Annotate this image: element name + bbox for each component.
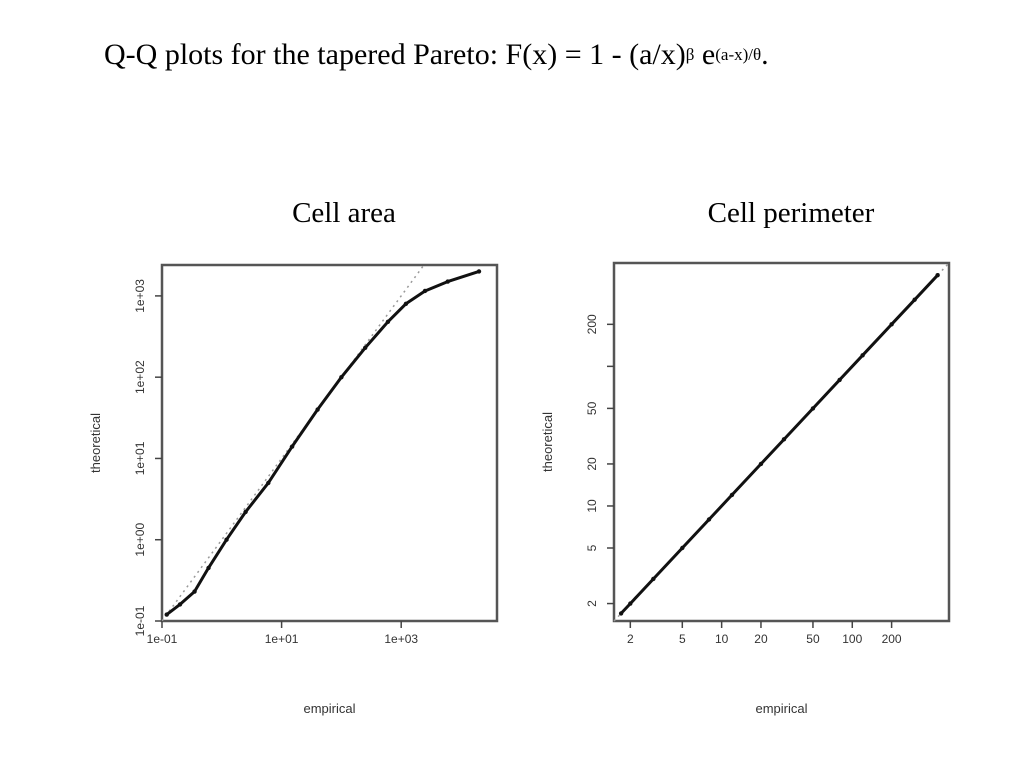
x-tick-label: 100 [842, 632, 862, 646]
qq-curve [165, 269, 481, 617]
x-tick-label: 1e-01 [147, 632, 178, 646]
data-point [476, 269, 482, 274]
y-tick-label: 20 [585, 457, 599, 471]
x-axis-label: empirical [755, 701, 807, 716]
data-point [935, 272, 940, 278]
data-point [289, 444, 295, 449]
data-point [860, 353, 865, 358]
data-point [680, 545, 685, 551]
data-point [912, 297, 917, 302]
x-tick-label: 200 [882, 632, 902, 646]
data-point [781, 437, 787, 442]
data-point [445, 279, 450, 284]
y-tick-label: 1e-01 [133, 605, 147, 636]
data-point [192, 589, 197, 594]
data-point [266, 480, 271, 486]
y-tick-label: 2 [585, 600, 599, 607]
data-point [164, 612, 169, 617]
data-point [339, 374, 344, 380]
x-tick-label: 20 [754, 632, 768, 646]
data-point [758, 461, 764, 467]
data-point [403, 301, 409, 306]
data-point [618, 611, 624, 616]
data-point [177, 602, 183, 607]
x-tick-label: 2 [627, 632, 634, 646]
slide-title: Q-Q plots for the tapered Pareto: F(x) =… [104, 38, 769, 72]
x-axis-label: empirical [303, 701, 355, 716]
data-point [706, 517, 712, 522]
x-tick-label: 1e+03 [384, 632, 418, 646]
data-point [628, 601, 633, 606]
title-suffix: . [761, 38, 769, 71]
data-point [224, 537, 229, 542]
data-point [422, 288, 428, 294]
plot-frame [612, 261, 951, 623]
reference-line [161, 264, 425, 622]
x-tick-label: 5 [679, 632, 686, 646]
title-exponent: (a-x)/θ [715, 45, 762, 64]
data-point [206, 565, 211, 571]
data-point [837, 377, 842, 383]
title-exp-base: e [694, 38, 716, 71]
data-point [315, 407, 320, 412]
data-point [651, 576, 656, 582]
qq-curve [619, 273, 940, 615]
y-tick-label: 5 [585, 544, 599, 551]
y-tick-label: 200 [585, 314, 599, 334]
y-tick-label: 1e+01 [133, 441, 147, 475]
chart-title-cell-area: Cell area [292, 197, 396, 229]
x-tick-label: 1e+01 [265, 632, 299, 646]
data-point [810, 406, 816, 411]
y-tick-label: 10 [585, 499, 599, 513]
y-tick-label: 1e+02 [133, 360, 147, 394]
y-axis-label: theoretical [88, 413, 103, 473]
y-tick-label: 1e+03 [133, 279, 147, 313]
y-tick-label: 50 [585, 401, 599, 415]
data-point [243, 509, 248, 515]
title-beta: β [685, 45, 695, 64]
plot-frame [160, 263, 499, 623]
data-point [362, 345, 368, 350]
y-tick-label: 1e+00 [133, 523, 147, 557]
data-point [729, 492, 735, 498]
data-point [889, 322, 894, 327]
chart-title-cell-perimeter: Cell perimeter [707, 197, 875, 229]
x-tick-label: 50 [806, 632, 820, 646]
x-tick-label: 10 [715, 632, 729, 646]
data-point [385, 319, 391, 325]
title-prefix: Q-Q plots for the tapered Pareto: F(x) =… [104, 38, 686, 71]
y-axis-label: theoretical [540, 412, 555, 472]
